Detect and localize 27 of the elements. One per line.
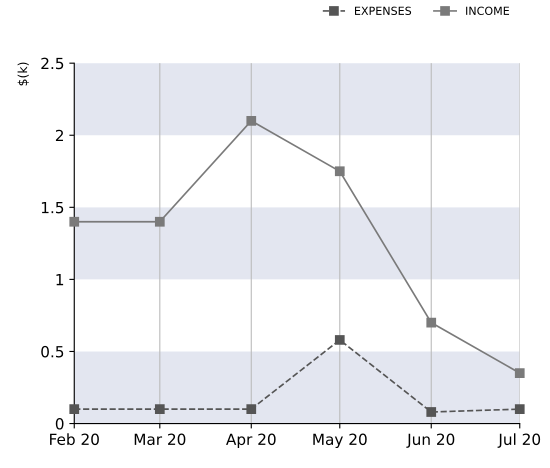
x-tick-label: Jun 20	[406, 434, 454, 448]
point	[426, 318, 436, 328]
x-tick-label: Feb 20	[50, 433, 99, 446]
legend-label: INCOME	[466, 6, 510, 15]
x-tick-label: Apr 20	[226, 434, 276, 448]
y-tick-label: 1.5	[42, 202, 64, 214]
y-axis-title: $(k)	[18, 62, 29, 86]
point	[154, 216, 165, 227]
y-tick-label: 0	[56, 418, 64, 430]
point	[334, 166, 345, 176]
point	[69, 216, 80, 227]
point	[514, 404, 525, 414]
point	[246, 404, 256, 414]
point	[334, 335, 345, 345]
y-tick-label: 1	[56, 274, 64, 286]
y-tick-label: 2.5	[41, 58, 64, 70]
x-tick-label: May 20	[313, 434, 367, 448]
point	[69, 404, 80, 414]
point	[514, 368, 525, 378]
x-tick-label: Jul 20	[498, 433, 540, 448]
point	[246, 116, 256, 126]
y-tick-label: 0.5	[41, 346, 64, 358]
point	[426, 407, 436, 417]
point	[154, 404, 165, 414]
legend-label: EXPENSES	[355, 6, 412, 15]
x-tick-label: Mar 20	[134, 434, 186, 446]
y-tick-label: 2	[56, 130, 63, 142]
